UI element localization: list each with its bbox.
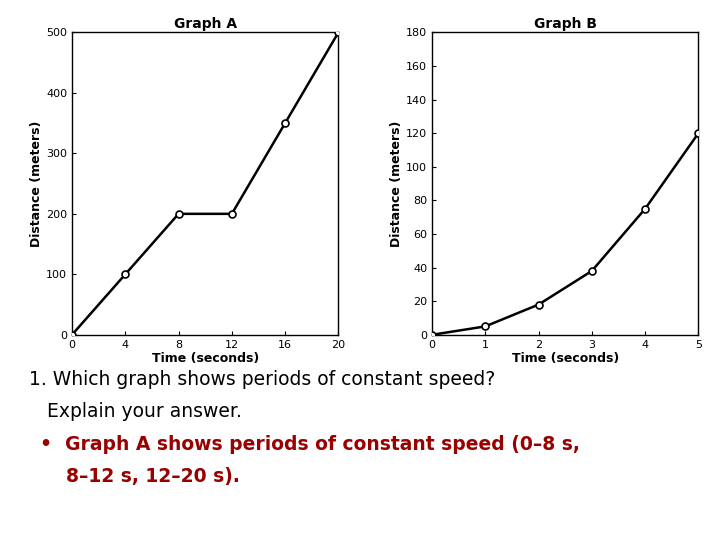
Title: Graph A: Graph A: [174, 17, 237, 31]
Text: Explain your answer.: Explain your answer.: [29, 402, 242, 421]
Title: Graph B: Graph B: [534, 17, 597, 31]
Y-axis label: Distance (meters): Distance (meters): [30, 120, 43, 247]
Y-axis label: Distance (meters): Distance (meters): [390, 120, 403, 247]
X-axis label: Time (seconds): Time (seconds): [152, 353, 258, 366]
Text: 1. Which graph shows periods of constant speed?: 1. Which graph shows periods of constant…: [29, 370, 495, 389]
X-axis label: Time (seconds): Time (seconds): [512, 353, 618, 366]
Text: •  Graph A shows periods of constant speed (0–8 s,: • Graph A shows periods of constant spee…: [40, 435, 580, 454]
Text: 8–12 s, 12–20 s).: 8–12 s, 12–20 s).: [40, 467, 240, 486]
